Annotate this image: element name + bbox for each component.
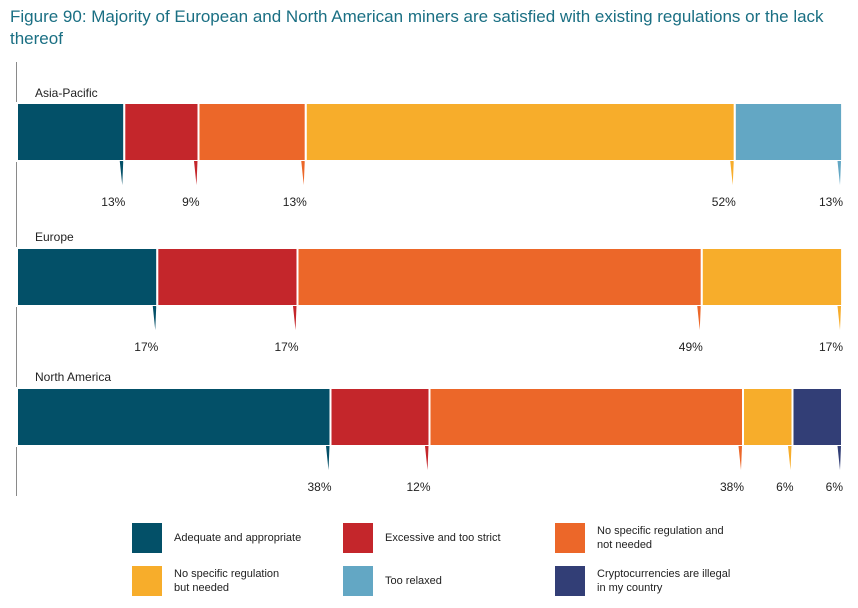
bar-segment-asia-pacific-no-specific-regulation-and-not-needed bbox=[197, 102, 307, 162]
bar-segment-europe-no-specific-regulation-but-needed bbox=[700, 247, 844, 307]
data-label-europe-no-specific-regulation-but-needed: 17% bbox=[819, 340, 843, 354]
bar-segment-north-america-no-specific-regulation-but-needed bbox=[742, 387, 794, 447]
data-label-europe-excessive-and-too-strict: 17% bbox=[274, 340, 298, 354]
category-label-north-america: North America bbox=[35, 370, 111, 384]
pointer-north-america-excessive-and-too-strict bbox=[425, 446, 429, 470]
bar-segment-asia-pacific-too-relaxed bbox=[733, 102, 844, 162]
bar-segment-north-america-adequate-and-appropriate bbox=[16, 387, 332, 447]
legend-swatch bbox=[343, 566, 373, 596]
pointer-asia-pacific-no-specific-regulation-but-needed bbox=[730, 161, 734, 185]
data-label-north-america-adequate-and-appropriate: 38% bbox=[307, 480, 331, 494]
data-label-north-america-no-specific-regulation-and-not-needed: 38% bbox=[720, 480, 744, 494]
bar-segment-north-america-excessive-and-too-strict bbox=[329, 387, 431, 447]
pointer-asia-pacific-too-relaxed bbox=[837, 161, 841, 185]
pointer-north-america-adequate-and-appropriate bbox=[326, 446, 330, 470]
data-label-asia-pacific-excessive-and-too-strict: 9% bbox=[182, 195, 200, 209]
bar-segment-north-america-cryptocurrencies-are-illegal-in-my-country bbox=[791, 387, 843, 447]
legend-item-no-specific-regulation-but-needed: No specific regulation but needed bbox=[132, 566, 279, 596]
data-label-north-america-no-specific-regulation-but-needed: 6% bbox=[776, 480, 794, 494]
data-label-north-america-cryptocurrencies-are-illegal-in-my-country: 6% bbox=[826, 480, 844, 494]
legend-label: Adequate and appropriate bbox=[174, 532, 302, 544]
legend-swatch bbox=[132, 523, 162, 553]
legend-label: No specific regulation and not needed bbox=[597, 525, 724, 551]
pointer-europe-no-specific-regulation-and-not-needed bbox=[697, 306, 701, 330]
bar-segment-asia-pacific-excessive-and-too-strict bbox=[123, 102, 200, 162]
legend-item-too-relaxed: Too relaxed bbox=[343, 566, 442, 596]
legend-label: Cryptocurrencies are illegal in my count… bbox=[597, 568, 731, 594]
bar-segment-asia-pacific-adequate-and-appropriate bbox=[16, 102, 126, 162]
pointer-asia-pacific-adequate-and-appropriate bbox=[119, 161, 124, 185]
bar-segment-europe-adequate-and-appropriate bbox=[16, 247, 159, 307]
bar-segment-europe-no-specific-regulation-and-not-needed bbox=[296, 247, 703, 307]
pointer-asia-pacific-excessive-and-too-strict bbox=[194, 161, 198, 185]
legend-label: No specific regulation but needed bbox=[174, 568, 280, 594]
legend-swatch bbox=[132, 566, 162, 596]
legend-label: Too relaxed bbox=[385, 575, 442, 587]
pointer-north-america-cryptocurrencies-are-illegal-in-my-country bbox=[837, 446, 841, 470]
pointer-asia-pacific-no-specific-regulation-and-not-needed bbox=[301, 161, 305, 185]
data-label-asia-pacific-adequate-and-appropriate: 13% bbox=[101, 195, 125, 209]
bar-segment-north-america-no-specific-regulation-and-not-needed bbox=[428, 387, 744, 447]
legend-item-excessive-and-too-strict: Excessive and too strict bbox=[343, 523, 501, 553]
legend-item-cryptocurrencies-are-illegal-in-my-country: Cryptocurrencies are illegal in my count… bbox=[555, 566, 730, 596]
pointer-europe-no-specific-regulation-but-needed bbox=[837, 306, 841, 330]
category-label-asia-pacific: Asia-Pacific bbox=[35, 86, 98, 100]
bar-segment-asia-pacific-no-specific-regulation-but-needed bbox=[304, 102, 736, 162]
pointer-north-america-no-specific-regulation-and-not-needed bbox=[738, 446, 742, 470]
chart-title: Figure 90: Majority of European and Nort… bbox=[10, 7, 824, 48]
pointer-europe-excessive-and-too-strict bbox=[293, 306, 297, 330]
legend-swatch bbox=[343, 523, 373, 553]
pointer-europe-adequate-and-appropriate bbox=[152, 306, 157, 330]
legend-item-no-specific-regulation-and-not-needed: No specific regulation and not needed bbox=[555, 523, 724, 553]
bar-segment-europe-excessive-and-too-strict bbox=[156, 247, 299, 307]
data-label-asia-pacific-too-relaxed: 13% bbox=[819, 195, 843, 209]
pointer-north-america-no-specific-regulation-but-needed bbox=[788, 446, 792, 470]
data-label-europe-no-specific-regulation-and-not-needed: 49% bbox=[679, 340, 703, 354]
data-label-europe-adequate-and-appropriate: 17% bbox=[134, 340, 158, 354]
data-label-asia-pacific-no-specific-regulation-and-not-needed: 13% bbox=[283, 195, 307, 209]
legend-swatch bbox=[555, 523, 585, 553]
data-label-north-america-excessive-and-too-strict: 12% bbox=[406, 480, 430, 494]
data-label-asia-pacific-no-specific-regulation-but-needed: 52% bbox=[712, 195, 736, 209]
legend-label: Excessive and too strict bbox=[385, 532, 501, 544]
legend-item-adequate-and-appropriate: Adequate and appropriate bbox=[132, 523, 301, 553]
category-label-europe: Europe bbox=[35, 230, 74, 244]
legend-swatch bbox=[555, 566, 585, 596]
